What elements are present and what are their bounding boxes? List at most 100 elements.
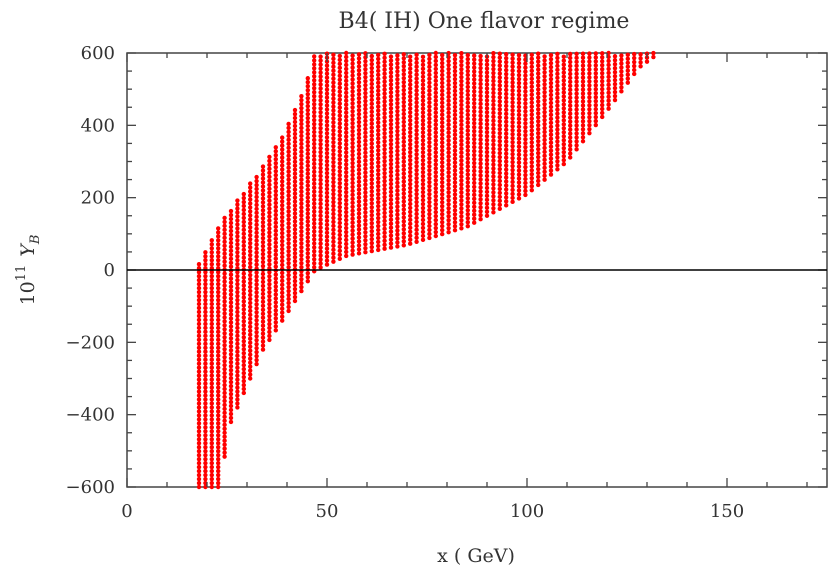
data-point — [408, 201, 413, 207]
data-point — [248, 288, 253, 294]
data-point — [363, 130, 368, 136]
data-point — [356, 64, 362, 69]
data-point — [228, 352, 234, 357]
data-point — [305, 239, 310, 244]
data-point — [324, 143, 330, 148]
data-point — [286, 308, 291, 314]
data-point — [472, 168, 477, 174]
data-point — [267, 297, 272, 303]
data-point — [241, 378, 246, 384]
data-point — [433, 170, 438, 175]
data-point — [318, 213, 323, 218]
data-point — [523, 152, 528, 158]
data-point — [395, 132, 400, 138]
data-point — [420, 229, 426, 235]
data-point — [254, 234, 259, 239]
data-point — [401, 155, 406, 160]
data-point — [484, 157, 490, 163]
data-point — [574, 79, 579, 84]
data-point — [395, 104, 400, 110]
data-point — [529, 100, 534, 105]
data-point — [446, 78, 451, 84]
data-point — [408, 241, 413, 246]
data-point — [433, 201, 438, 207]
data-point — [305, 135, 310, 141]
data-point — [382, 218, 387, 224]
data-point — [484, 133, 490, 139]
data-point — [465, 96, 470, 102]
data-point — [350, 164, 355, 170]
data-point — [382, 143, 387, 148]
data-point — [408, 157, 413, 163]
data-point — [516, 112, 522, 118]
data-point — [497, 87, 502, 92]
data-point — [401, 191, 406, 196]
data-point — [273, 160, 278, 166]
data-point — [228, 415, 234, 421]
data-point — [273, 260, 278, 265]
data-point — [395, 172, 400, 178]
data-point — [414, 227, 419, 233]
data-point — [433, 166, 438, 171]
data-point — [299, 157, 304, 162]
data-point — [408, 169, 413, 175]
data-point — [427, 68, 432, 74]
data-point — [248, 308, 253, 314]
data-point — [216, 357, 221, 362]
data-point — [356, 60, 362, 65]
data-point — [331, 215, 336, 221]
data-point — [292, 127, 298, 133]
data-point — [260, 231, 266, 237]
data-point — [427, 80, 432, 85]
data-point — [318, 122, 323, 127]
data-point — [459, 106, 464, 112]
data-point — [350, 216, 355, 221]
data-point — [408, 205, 413, 211]
data-point — [344, 102, 349, 107]
data-point — [465, 68, 470, 74]
data-point — [587, 67, 592, 72]
data-point — [414, 191, 419, 197]
data-point — [510, 147, 515, 153]
data-point — [203, 289, 208, 295]
data-point — [446, 202, 451, 207]
data-point — [228, 360, 234, 365]
data-point — [254, 194, 259, 200]
data-point — [209, 242, 214, 247]
data-point — [401, 223, 406, 228]
data-point — [260, 208, 266, 213]
data-point — [318, 165, 323, 171]
data-point — [465, 172, 470, 177]
data-point — [580, 107, 586, 112]
data-point — [216, 373, 221, 378]
data-point — [472, 208, 477, 213]
data-point — [472, 97, 477, 102]
data-point — [318, 157, 323, 163]
data-point — [356, 235, 362, 240]
data-point — [376, 148, 381, 153]
data-point — [324, 234, 330, 239]
data-point — [420, 181, 426, 187]
data-point — [523, 144, 528, 150]
data-point — [401, 64, 406, 69]
data-point — [536, 79, 541, 84]
data-point — [452, 228, 458, 233]
data-point — [203, 281, 208, 287]
data-point — [318, 245, 323, 250]
data-point — [286, 233, 291, 238]
data-point — [209, 305, 214, 311]
data-point — [574, 63, 579, 68]
data-point — [427, 72, 432, 78]
data-point — [286, 245, 291, 250]
data-point — [593, 83, 598, 88]
data-point — [395, 236, 400, 241]
data-point — [504, 123, 509, 128]
data-point — [260, 235, 266, 241]
data-point — [548, 72, 554, 78]
data-point — [497, 75, 502, 80]
data-point — [433, 213, 438, 219]
data-point — [337, 200, 342, 206]
data-point — [216, 429, 221, 434]
data-point — [235, 289, 240, 295]
data-point — [318, 126, 323, 131]
